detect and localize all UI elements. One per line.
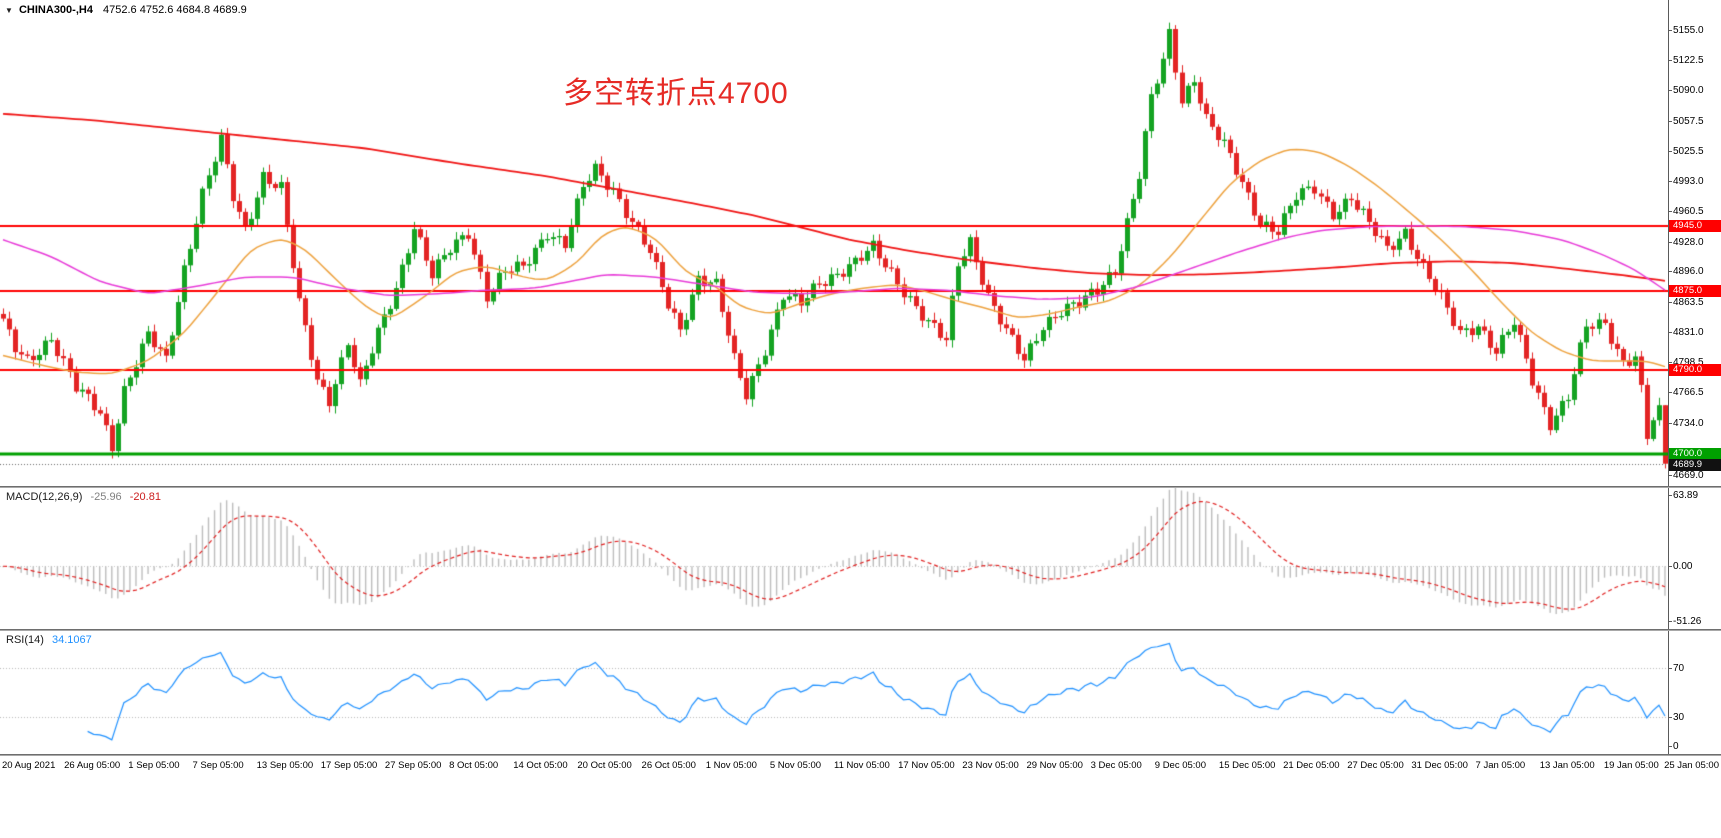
rsi-tick-label: 30 [1667, 712, 1685, 724]
date-label: 26 Aug 05:00 [64, 760, 121, 771]
date-label: 20 Aug 2021 [2, 760, 56, 771]
macd-name: MACD(12,26,9) [6, 491, 83, 503]
chart-title-row: ▼ CHINA300-,H4 4752.6 4752.6 4684.8 4689… [5, 4, 247, 16]
date-label: 25 Jan 05:00 [1664, 760, 1719, 771]
price-tick-label: 4798.5 [1668, 357, 1704, 369]
bottom-margin [0, 776, 1721, 838]
price-panel: ▼ CHINA300-,H4 4752.6 4752.6 4684.8 4689… [0, 0, 1721, 486]
price-tick-label: 5122.5 [1668, 55, 1704, 67]
date-label: 27 Sep 05:00 [384, 760, 442, 771]
price-tick-label: 4669.0 [1668, 470, 1704, 481]
macd-panel: MACD(12,26,9) -25.96 -20.81 63.89 0.00 -51… [0, 488, 1721, 629]
date-label: 23 Nov 05:00 [962, 760, 1019, 771]
price-tick-label: 4896.0 [1668, 266, 1704, 278]
rsi-label: RSI(14) 34.1067 [6, 634, 97, 646]
price-chart-canvas[interactable] [0, 0, 1668, 486]
date-label: 20 Oct 05:00 [577, 760, 632, 771]
chart-ohlc-values: 4752.6 4752.6 4684.8 4689.9 [103, 4, 247, 16]
date-label: 14 Oct 05:00 [513, 760, 568, 771]
panel-separator[interactable] [0, 629, 1721, 631]
rsi-name: RSI(14) [6, 634, 44, 646]
macd-tick-label: 63.89 [1667, 490, 1699, 501]
date-label: 31 Dec 05:00 [1411, 760, 1468, 771]
price-level-tag: 4875.0 [1669, 285, 1721, 298]
macd-main-value: -25.96 [90, 491, 122, 503]
price-tick-label: 4863.5 [1668, 296, 1704, 308]
price-level-tag: 4700.0 [1669, 448, 1721, 461]
date-label: 7 Jan 05:00 [1475, 760, 1526, 771]
date-label: 9 Dec 05:00 [1154, 760, 1206, 771]
rsi-canvas[interactable] [0, 631, 1668, 754]
price-axis[interactable]: 5155.0 5122.5 5090.0 5057.5 5025.5 4993.0 4960… [1668, 0, 1721, 486]
rsi-value: 34.1067 [51, 634, 92, 646]
date-label: 1 Nov 05:00 [705, 760, 757, 771]
price-tick-label: 4766.5 [1668, 387, 1704, 399]
price-tick-label: 4928.0 [1668, 236, 1704, 248]
date-label: 26 Oct 05:00 [641, 760, 696, 771]
date-label: 11 Nov 05:00 [834, 760, 890, 771]
date-label: 13 Sep 05:00 [256, 760, 314, 771]
rsi-axis[interactable]: 70 30 0 [1667, 631, 1721, 754]
date-label: 15 Dec 05:00 [1218, 760, 1276, 771]
price-tick-label: 5057.5 [1668, 115, 1704, 127]
date-label: 8 Oct 05:00 [449, 760, 499, 771]
chart-annotation-text: 多空转折点4700 [563, 77, 789, 110]
price-tick-label: 5155.0 [1668, 24, 1704, 36]
rsi-tick-label: 70 [1667, 662, 1685, 674]
rsi-panel: RSI(14) 34.1067 70 30 0 [0, 631, 1721, 754]
price-tick-label: 4831.0 [1668, 327, 1704, 339]
date-label: 17 Sep 05:00 [320, 760, 378, 771]
price-tick-label: 5025.5 [1668, 145, 1704, 157]
date-label: 19 Jan 05:00 [1603, 760, 1659, 771]
date-label: 3 Dec 05:00 [1090, 760, 1142, 771]
macd-tick-label: 0.00 [1667, 561, 1693, 573]
date-label: 21 Dec 05:00 [1283, 760, 1340, 771]
date-label: 1 Sep 05:00 [128, 760, 180, 771]
date-label: 29 Nov 05:00 [1026, 760, 1083, 771]
panel-separator[interactable] [0, 754, 1721, 756]
bid-price-tag: 4689.9 [1669, 458, 1721, 471]
macd-label: MACD(12,26,9) -25.96 -20.81 [6, 491, 166, 503]
rsi-tick-label: 0 [1668, 741, 1679, 752]
one-click-trading-toggle-icon[interactable]: ▼ [5, 6, 13, 15]
price-level-tag: 4945.0 [1669, 219, 1721, 232]
price-level-tag: 4790.0 [1669, 364, 1721, 377]
macd-axis[interactable]: 63.89 0.00 -51.26 [1667, 488, 1721, 629]
date-label: 7 Sep 05:00 [192, 760, 244, 771]
date-label: 27 Dec 05:00 [1347, 760, 1404, 771]
macd-canvas[interactable] [0, 488, 1668, 629]
panel-separator[interactable] [0, 486, 1721, 488]
price-tick-label: 4734.0 [1668, 417, 1704, 429]
time-axis[interactable]: 20 Aug 2021 26 Aug 05:00 1 Sep 05:00 7 Sep … [0, 756, 1721, 776]
date-label: 5 Nov 05:00 [769, 760, 822, 771]
price-tick-label: 5090.0 [1668, 85, 1704, 97]
date-label: 17 Nov 05:00 [898, 760, 955, 771]
date-label: 13 Jan 05:00 [1539, 760, 1595, 771]
price-tick-label: 4993.0 [1668, 175, 1704, 187]
macd-signal-value: -20.81 [129, 491, 161, 503]
chart-symbol-period: CHINA300-,H4 [18, 4, 93, 16]
macd-tick-label: -51.26 [1667, 616, 1702, 627]
price-tick-label: 4960.5 [1668, 206, 1704, 218]
